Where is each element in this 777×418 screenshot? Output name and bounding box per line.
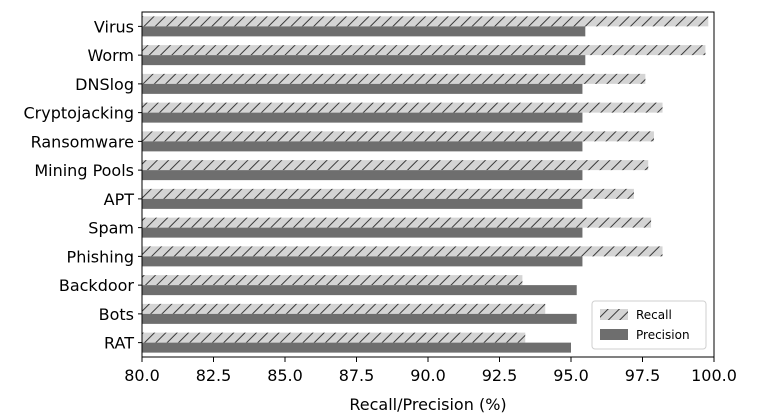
category-label: Backdoor <box>59 276 135 295</box>
x-tick-label: 92.5 <box>482 366 518 385</box>
legend-swatch-precision <box>600 329 628 340</box>
bar-precision <box>142 141 583 152</box>
bar-recall <box>142 102 663 113</box>
legend-label-recall: Recall <box>636 308 672 322</box>
category-label: Mining Pools <box>34 161 134 180</box>
category-label: Phishing <box>67 247 134 266</box>
bar-precision <box>142 342 571 353</box>
bar-precision <box>142 313 577 324</box>
category-label: RAT <box>104 334 134 353</box>
legend-label-precision: Precision <box>636 328 690 342</box>
x-tick-label: 82.5 <box>196 366 232 385</box>
bar-recall <box>142 16 709 27</box>
bar-recall <box>142 160 649 171</box>
bar-recall <box>142 188 634 199</box>
x-tick-label: 80.0 <box>124 366 160 385</box>
x-tick-label: 100.0 <box>691 366 737 385</box>
bar-precision <box>142 198 583 209</box>
bar-recall <box>142 246 663 257</box>
category-label: Virus <box>94 17 134 36</box>
bar-precision <box>142 55 586 66</box>
x-tick-label: 90.0 <box>410 366 446 385</box>
bars-layer <box>142 16 709 353</box>
bar-recall <box>142 303 546 314</box>
plot-frame <box>141 11 715 358</box>
x-axis-title: Recall/Precision (%) <box>349 395 506 414</box>
bar-recall <box>142 275 523 286</box>
x-tick-label: 87.5 <box>339 366 375 385</box>
category-label: Worm <box>87 46 134 65</box>
legend-swatch-recall <box>600 309 628 320</box>
bar-precision <box>142 285 577 296</box>
x-tick-label: 85.0 <box>267 366 303 385</box>
bar-precision <box>142 26 586 37</box>
bar-recall <box>142 131 654 142</box>
category-label: Ransomware <box>31 132 134 151</box>
bar-precision <box>142 112 583 123</box>
bar-precision <box>142 83 583 94</box>
bar-recall <box>142 73 646 84</box>
x-tick-label: 97.5 <box>625 366 661 385</box>
bar-precision <box>142 227 583 238</box>
category-labels: Virus Worm DNSlog Cryptojacking Ransomware Mi… <box>24 17 142 353</box>
category-label: Cryptojacking <box>24 104 135 123</box>
legend: Recall Precision <box>591 300 707 350</box>
bar-recall <box>142 332 526 343</box>
bar-precision <box>142 170 583 181</box>
x-axis-ticks: 80.0 82.5 85.0 87.5 90.0 92.5 95.0 97.5 100.0 <box>124 357 737 385</box>
bar-precision <box>142 256 583 267</box>
category-label: Spam <box>88 219 134 238</box>
bar-recall <box>142 217 652 228</box>
bar-recall <box>142 45 706 56</box>
category-label: APT <box>104 190 135 209</box>
category-label: Bots <box>99 305 134 324</box>
x-tick-label: 95.0 <box>553 366 589 385</box>
category-label: DNSlog <box>75 75 134 94</box>
